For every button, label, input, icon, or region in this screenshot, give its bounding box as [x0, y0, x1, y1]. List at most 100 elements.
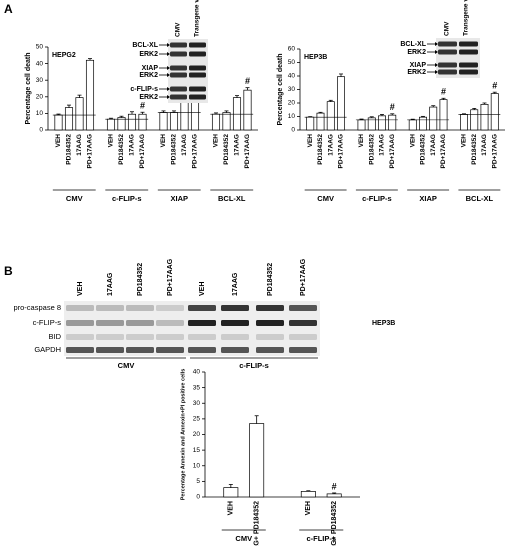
- x-tick-label: 17AAG+ PD184352: [254, 501, 261, 546]
- bar: [419, 116, 427, 131]
- blot-band: [189, 86, 206, 92]
- y-tick-label: 0: [39, 127, 43, 134]
- blot-band: [66, 320, 94, 326]
- y-tick-label: 40: [193, 369, 201, 376]
- x-tick-label: 17AAG: [481, 134, 488, 156]
- y-tick-label: 10: [193, 462, 201, 469]
- bar: [85, 59, 95, 131]
- y-tick-label: 0: [196, 494, 200, 501]
- y-tick-label: 20: [36, 94, 44, 101]
- blot-band: [459, 62, 478, 68]
- arrow-head: [167, 73, 170, 77]
- arrow-head: [167, 43, 170, 47]
- blot-band: [221, 334, 249, 340]
- blot-lane-label: 17AAG: [107, 272, 114, 296]
- blot-band: [438, 41, 457, 47]
- blot-band: [156, 320, 184, 326]
- blot-band: [189, 42, 206, 48]
- bar: [243, 89, 252, 131]
- arrow-head: [167, 95, 170, 99]
- x-tick-label: 17AAG+ PD184352: [331, 501, 338, 546]
- group-label: BCL-XL: [218, 194, 246, 203]
- blot-lane-label: 17AAG: [232, 272, 239, 296]
- x-tick-label: PD184352: [317, 134, 324, 165]
- blot-band: [66, 347, 94, 353]
- bar: [249, 423, 265, 498]
- annotation: #: [245, 76, 250, 86]
- x-tick-label: 17AAG: [76, 134, 83, 156]
- y-tick-label: 40: [36, 60, 44, 67]
- blot-band: [289, 334, 317, 340]
- blot-row-label: BCL-XL: [132, 42, 158, 49]
- bar: [470, 109, 479, 131]
- x-tick-label: PD+17AAG: [192, 134, 199, 169]
- blot-band: [256, 305, 284, 311]
- x-tick-label: PD+17AAG: [389, 134, 396, 169]
- blot-band: [156, 347, 184, 353]
- annotation: #: [492, 81, 497, 91]
- bar: [326, 101, 335, 131]
- blot-band: [438, 49, 457, 55]
- x-tick-label: 17AAG: [234, 134, 241, 156]
- bar: [190, 99, 200, 131]
- bar: [138, 113, 147, 131]
- x-tick-label: VEH: [213, 134, 220, 148]
- y-tick-label: 30: [193, 400, 201, 407]
- x-tick-label: PD184352: [66, 134, 73, 165]
- x-tick-label: 17AAG: [430, 134, 437, 156]
- blot-band: [170, 72, 187, 78]
- blot-band: [256, 347, 284, 353]
- blot-band: [221, 320, 249, 326]
- group-label: CMV: [66, 194, 83, 203]
- bar: [169, 112, 179, 131]
- y-tick-label: 30: [36, 77, 44, 84]
- bar: [222, 112, 231, 131]
- blot-band: [126, 347, 154, 353]
- blot-band: [438, 62, 457, 68]
- blot-row-label: c-FLIP-s: [33, 318, 62, 327]
- blot-band: [126, 305, 154, 311]
- blot-band: [170, 51, 187, 57]
- x-tick-label: VEH: [55, 134, 62, 148]
- x-tick-label: PD+17AAG: [338, 134, 345, 169]
- x-tick-label: VEH: [160, 134, 167, 148]
- cell-line-label: HEP3B: [372, 320, 395, 327]
- bar: [232, 97, 242, 131]
- x-tick-label: PD184352: [471, 134, 478, 165]
- annotation: #: [390, 102, 395, 112]
- blot-band: [189, 94, 206, 100]
- bar: [388, 114, 397, 131]
- blot-band: [221, 305, 249, 311]
- group-label: c-FLIP-s: [362, 194, 392, 203]
- bar: [159, 112, 168, 131]
- bar: [211, 113, 221, 131]
- x-tick-label: PD184352: [368, 134, 375, 165]
- x-tick-label: VEH: [228, 501, 235, 515]
- bar: [337, 76, 345, 131]
- blot-band: [170, 65, 187, 71]
- bar: [316, 112, 325, 131]
- x-tick-label: 17AAG: [327, 134, 334, 156]
- x-tick-label: PD184352: [420, 134, 427, 165]
- blot-band: [189, 72, 206, 78]
- x-tick-label: PD184352: [171, 134, 178, 165]
- blot-row-label: ERK2: [139, 72, 158, 79]
- y-tick-label: 30: [288, 86, 296, 93]
- blot-band: [221, 347, 249, 353]
- blot-header: CMV: [444, 21, 451, 36]
- group-label: c-FLIP-s: [306, 534, 336, 543]
- bar: [75, 97, 84, 131]
- bar: [460, 114, 468, 131]
- blot-band: [96, 347, 124, 353]
- bar: [223, 487, 239, 498]
- blot-row-label: ERK2: [139, 51, 158, 58]
- x-tick-label: 17AAG: [181, 134, 188, 156]
- blot-band: [170, 86, 187, 92]
- blot-row-label: ERK2: [407, 69, 426, 76]
- blot-band: [188, 305, 216, 311]
- blot-band: [66, 334, 94, 340]
- group-label: CMV: [235, 534, 252, 543]
- blot-lane-label: PD184352: [267, 263, 274, 296]
- annotation: #: [332, 481, 337, 491]
- x-tick-label: PD+17AAG: [244, 134, 251, 169]
